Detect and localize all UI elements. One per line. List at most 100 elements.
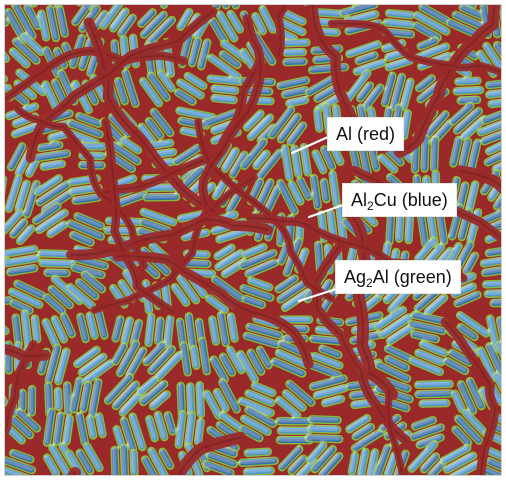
al2cu-lamella — [54, 413, 64, 444]
al2cu-lamella — [405, 213, 413, 243]
al2cu-lamella — [307, 361, 341, 378]
al2cu-lamella — [347, 415, 370, 432]
lamella-colony — [481, 279, 501, 308]
al2cu-lamella — [155, 412, 167, 440]
al2cu-lamella — [150, 391, 170, 409]
al2cu-lamella — [194, 19, 208, 39]
al2cu-lamella — [420, 400, 449, 407]
al2cu-lamella — [212, 121, 234, 134]
al2cu-lamella — [243, 296, 265, 308]
al-channel-shade — [5, 50, 185, 101]
al2cu-lamella — [177, 319, 186, 349]
al2cu-lamella — [278, 114, 300, 142]
al2cu-lamella — [141, 209, 176, 225]
al2cu-lamella — [175, 411, 186, 447]
al2cu-lamella — [459, 139, 471, 169]
lamella-colony — [476, 110, 501, 146]
al2cu-lamella — [198, 40, 210, 69]
al2cu-lamella — [277, 180, 298, 214]
lamella-colony — [483, 140, 501, 174]
al2cu-lamella — [386, 58, 412, 70]
al2cu-lamella — [10, 49, 29, 67]
al2cu-lamella — [467, 378, 484, 409]
al2cu-lamella — [63, 416, 73, 444]
al2cu-lamella — [204, 391, 222, 418]
al2cu-lamella — [239, 398, 274, 416]
lamella-colony — [99, 5, 137, 38]
label-ag2al-subscript: 2 — [366, 276, 373, 290]
lamella-colony — [11, 309, 42, 351]
al2cu-lamella — [421, 112, 448, 141]
al2cu-lamella — [76, 413, 88, 445]
al2cu-lamella — [481, 466, 501, 475]
al2cu-lamella — [41, 161, 65, 170]
al2cu-lamella — [111, 447, 119, 475]
al2cu-lamella — [70, 232, 93, 246]
al2cu-lamella — [241, 416, 270, 435]
al2cu-lamella — [52, 316, 67, 342]
al2cu-lamella — [114, 192, 147, 207]
al2cu-lamella — [239, 458, 277, 466]
al2cu-lamella — [380, 315, 411, 338]
al2cu-lamella — [113, 382, 139, 409]
al2cu-lamella — [241, 139, 267, 169]
lamella-colony — [69, 376, 103, 420]
al2cu-lamella — [33, 203, 60, 224]
al2cu-lamella — [356, 52, 377, 64]
al2cu-lamella — [160, 449, 173, 469]
al2cu-lamella — [306, 435, 342, 442]
al2cu-lamella — [148, 73, 170, 100]
al2cu-lamella — [463, 410, 488, 436]
lamella-colony — [66, 212, 106, 247]
al2cu-lamella — [216, 250, 244, 270]
al2cu-lamella — [309, 425, 340, 433]
al2cu-lamella — [446, 243, 462, 266]
al2cu-lamella — [35, 175, 62, 195]
al2cu-lamella — [114, 426, 125, 449]
al2cu-lamella — [279, 316, 312, 323]
al-channel-shade — [93, 176, 256, 312]
al2cu-lamella — [33, 150, 70, 161]
al2cu-lamella — [87, 416, 96, 438]
al2cu-lamella — [315, 86, 337, 102]
al2cu-lamella — [130, 450, 138, 475]
al2cu-lamella — [401, 79, 414, 109]
leader-line-al — [290, 135, 330, 155]
lamella-colony — [280, 142, 312, 182]
al2cu-lamella — [349, 453, 358, 475]
al2cu-lamella — [453, 12, 485, 29]
al2cu-lamella — [415, 238, 437, 262]
al2cu-lamella — [66, 451, 87, 475]
al2cu-lamella — [77, 314, 89, 342]
lamella-colony — [450, 376, 486, 415]
al2cu-lamella — [122, 70, 139, 106]
al2cu-lamella — [354, 60, 385, 75]
al2cu-lamella — [289, 456, 306, 474]
al2cu-lamella — [272, 358, 305, 377]
al2cu-lamella — [6, 425, 25, 443]
al2cu-lamella — [121, 318, 133, 344]
al2cu-lamella — [410, 358, 443, 375]
lamella-colony — [170, 268, 208, 307]
lamella-colony — [206, 74, 246, 105]
lamella-colony — [408, 340, 449, 377]
al2cu-lamella — [418, 38, 438, 49]
al2cu-lamella — [412, 417, 436, 429]
al-channel-shade — [104, 121, 174, 314]
al2cu-lamella — [457, 183, 468, 209]
al2cu-lamella — [246, 390, 274, 406]
al2cu-lamella — [444, 453, 476, 473]
al2cu-lamella — [195, 419, 204, 444]
lamella-colony — [274, 274, 314, 312]
al2cu-lamella — [245, 448, 271, 456]
al2cu-lamella — [151, 109, 173, 136]
al2cu-lamella — [244, 333, 279, 348]
al2cu-lamella — [44, 294, 65, 314]
al-channel-shade — [177, 436, 242, 475]
al2cu-lamella — [189, 38, 201, 66]
al2cu-lamella — [491, 299, 501, 306]
label-al2cu-base: Al — [351, 190, 368, 210]
al2cu-lamella — [283, 390, 306, 410]
lamella-colony — [308, 374, 349, 408]
al2cu-lamella — [478, 348, 497, 381]
